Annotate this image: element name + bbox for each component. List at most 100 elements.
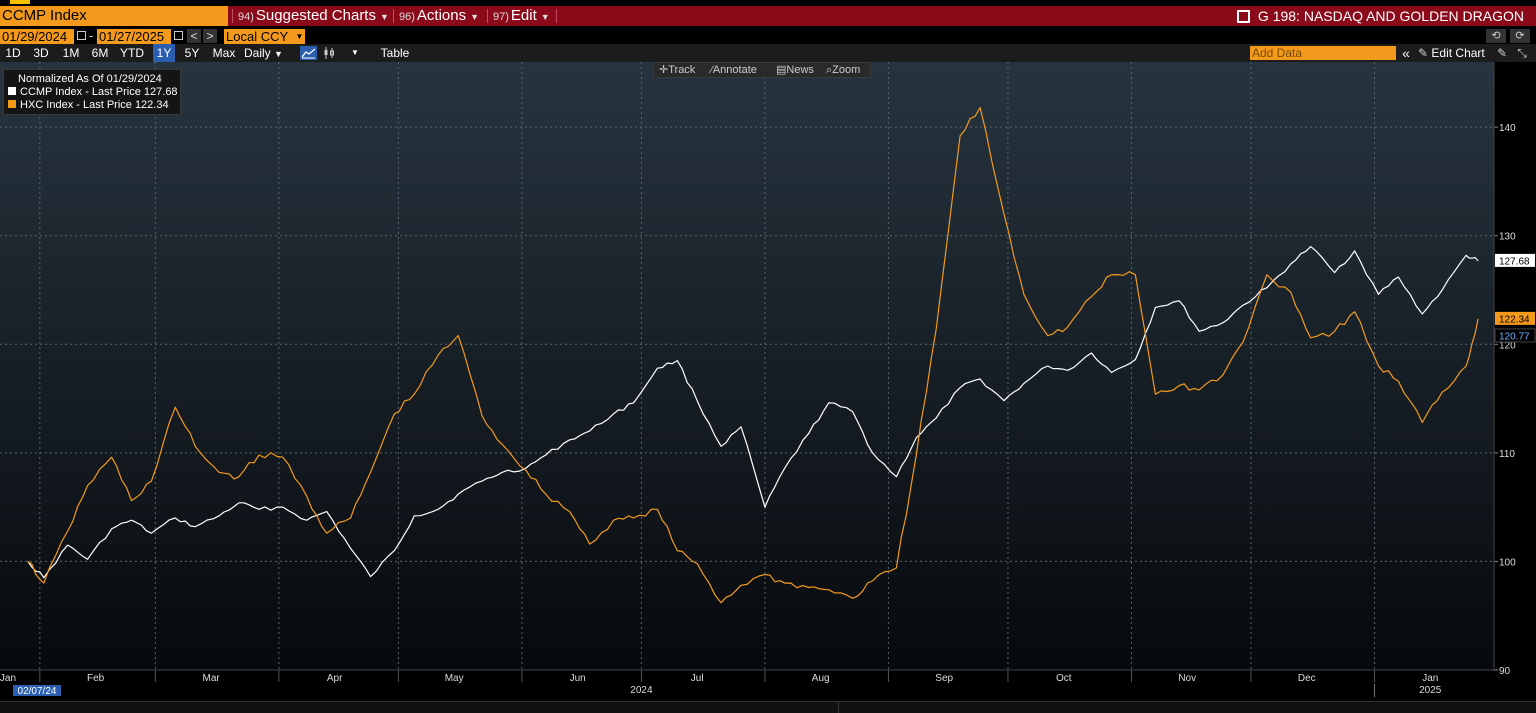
top-status-marker <box>10 0 30 4</box>
legend-swatch <box>8 87 16 95</box>
plot-background <box>0 62 1494 670</box>
series-layer <box>27 107 1479 604</box>
chart-name-text: G 198: NASDAQ AND GOLDEN DRAGON <box>1257 8 1524 24</box>
right-value-label: 120.77 <box>1499 331 1530 342</box>
legend-title: Normalized As Of 01/29/2024 <box>18 73 162 85</box>
x-month-label: Aug <box>812 673 830 684</box>
redo-button[interactable]: ⟳ <box>1510 29 1530 43</box>
chart-name[interactable]: G 198: NASDAQ AND GOLDEN DRAGON <box>1236 6 1524 26</box>
chart-area[interactable]: 90 100 110 120 130 140 Jan Feb Mar Apr May Jun Jul Au… <box>0 62 1536 713</box>
legend-item-hxc[interactable]: HXC Index - Last Price 122.34 <box>8 99 169 111</box>
chevron-down-icon: ▼ <box>540 12 550 22</box>
legend-series-value: 127.68 <box>143 86 178 98</box>
legend-item-ccmp[interactable]: CCMP Index - Last Price 127.68 <box>8 86 178 98</box>
table-button[interactable]: Table <box>380 46 410 60</box>
panel-divider <box>838 702 839 713</box>
y-tick-label: 90 <box>1499 666 1511 677</box>
y-tick-label: 130 <box>1499 232 1516 243</box>
track-label: Track <box>668 64 696 76</box>
right-value-label: 122.34 <box>1499 314 1530 325</box>
cursor-date-box <box>13 685 61 696</box>
period-3d[interactable]: 3D <box>33 46 49 60</box>
candlestick-icon[interactable] <box>322 46 336 60</box>
add-data-input[interactable]: Add Data <box>1250 46 1396 60</box>
candlestick-glyph <box>324 47 334 59</box>
legend-series-name: HXC Index - Last Price <box>20 99 132 111</box>
y-tick-label: 120 <box>1499 340 1516 351</box>
period-5y[interactable]: 5Y <box>184 46 200 60</box>
period-1y[interactable]: 1Y <box>153 44 175 62</box>
legend-series-value: 122.34 <box>134 99 169 111</box>
line-chart-icon[interactable] <box>300 46 317 60</box>
external-link-icon <box>1236 10 1250 23</box>
top-status-strip <box>0 0 1536 6</box>
zoom-label: Zoom <box>832 64 861 76</box>
axes: 90 100 110 120 130 140 Jan Feb Mar Apr May Jun Jul Au… <box>0 62 1536 697</box>
annotate-tool[interactable]: ⁄ Annotate <box>711 64 757 76</box>
x-month-label: Dec <box>1298 673 1316 684</box>
frequency-label: Daily <box>244 46 271 60</box>
legend-series-name: CCMP Index - Last Price <box>20 86 141 98</box>
x-month-label: Jan <box>1422 673 1438 684</box>
next-period-button[interactable]: > <box>203 29 217 43</box>
menu-separator <box>487 9 488 23</box>
news-label: News <box>786 64 814 76</box>
menu-separator <box>556 9 557 23</box>
right-value-label-box <box>1494 328 1536 343</box>
edit-chart-button[interactable]: ✎ Edit Chart <box>1418 44 1490 62</box>
price-chart[interactable]: 90 100 110 120 130 140 Jan Feb Mar Apr May Jun Jul Au… <box>0 62 1536 713</box>
resize-icon[interactable]: ⤡ <box>1517 46 1527 60</box>
y-tick-label: 110 <box>1499 449 1515 460</box>
chevron-down-icon[interactable]: ▼ <box>351 48 359 57</box>
period-ytd[interactable]: YTD <box>120 46 144 60</box>
start-date-input[interactable]: 01/29/2024 <box>0 29 74 44</box>
menu-label: Suggested Charts <box>255 7 376 24</box>
x-month-label: Mar <box>203 673 221 684</box>
suggested-charts-menu[interactable]: 94) Suggested Charts ▼ <box>238 6 389 26</box>
edit-menu[interactable]: 97) Edit ▼ <box>493 6 550 26</box>
track-tool[interactable]: ✛ Track <box>659 64 696 76</box>
end-date-input[interactable]: 01/27/2025 <box>97 29 171 44</box>
annotate-label: Annotate <box>712 64 757 76</box>
menu-number: 97) <box>493 11 509 23</box>
prev-period-button[interactable]: < <box>187 29 201 43</box>
x-month-label: Jul <box>691 673 704 684</box>
calendar-icon[interactable] <box>77 31 86 40</box>
period-1d[interactable]: 1D <box>5 46 21 60</box>
menu-separator <box>232 9 233 23</box>
edit-chart-label: Edit Chart <box>1431 46 1485 60</box>
period-max[interactable]: Max <box>212 46 236 60</box>
calendar-icon[interactable] <box>174 31 183 40</box>
menu-label: Actions <box>416 7 467 24</box>
zoom-tool[interactable]: ⌕ Zoom <box>826 64 861 76</box>
menu-number: 94) <box>238 11 254 23</box>
series-line-ccmp <box>27 246 1479 579</box>
news-tool[interactable]: ▤ News <box>776 64 814 76</box>
chevron-down-icon: ▼ <box>470 12 480 22</box>
chevron-down-icon[interactable]: ▼ <box>294 29 305 44</box>
chevron-down-icon: ▼ <box>379 12 389 22</box>
x-month-label: Jun <box>570 673 586 684</box>
x-month-label: Nov <box>1178 673 1196 684</box>
date-range-row: 01/29/2024 - 01/27/2025 < > Local CCY ▼ … <box>0 28 1536 44</box>
actions-menu[interactable]: 96) Actions ▼ <box>399 6 479 26</box>
undo-button[interactable]: ⟲ <box>1486 29 1506 43</box>
period-1m[interactable]: 1M <box>62 46 80 60</box>
chevron-down-icon: ▼ <box>274 49 283 59</box>
currency-label: Local CCY <box>226 29 289 44</box>
period-6m[interactable]: 6M <box>91 46 109 60</box>
edit-pencil-icon[interactable]: ✎ <box>1496 46 1508 60</box>
command-bar: CCMP Index 94) Suggested Charts ▼ 96) Actio… <box>0 6 1536 26</box>
x-year-label: 2025 <box>1419 685 1442 696</box>
cursor-date-label: 02/07/24 <box>18 686 57 697</box>
chart-legend[interactable]: Normalized As Of 01/29/2024 CCMP Index -… <box>3 69 181 115</box>
menu-number: 96) <box>399 11 415 23</box>
x-month-label: Jan <box>0 673 16 684</box>
frequency-select[interactable]: Daily ▼ <box>244 44 294 62</box>
date-separator: - <box>89 28 94 43</box>
collapse-left-icon[interactable]: « <box>1402 45 1410 61</box>
currency-select[interactable]: Local CCY <box>224 29 294 44</box>
pencil-icon: ✎ <box>1418 46 1429 60</box>
line-chart-glyph <box>301 48 316 59</box>
ticker-field[interactable]: CCMP Index <box>0 6 228 26</box>
